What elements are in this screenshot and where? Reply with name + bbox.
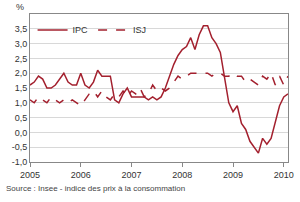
svg-text:-0,5: -0,5 [12,142,28,152]
svg-text:-1,0: -1,0 [12,157,28,167]
svg-text:ISJ: ISJ [133,25,146,35]
svg-text:1,0: 1,0 [15,98,28,108]
svg-text:2006: 2006 [71,170,91,180]
svg-text:2010: 2010 [274,170,294,180]
svg-text:1,5: 1,5 [15,83,28,93]
svg-text:0,0: 0,0 [15,128,28,138]
svg-text:2008: 2008 [172,170,192,180]
svg-text:0,5: 0,5 [15,113,28,123]
svg-text:2,0: 2,0 [15,68,28,78]
svg-text:2009: 2009 [223,170,243,180]
svg-text:Source : Insee - indice des pr: Source : Insee - indice des prix à la co… [6,184,185,193]
svg-text:3,5: 3,5 [15,24,28,34]
svg-text:2007: 2007 [121,170,141,180]
svg-text:2,5: 2,5 [15,54,28,64]
svg-text:%: % [16,2,24,12]
svg-text:IPC: IPC [73,25,89,35]
svg-text:3,0: 3,0 [15,39,28,49]
svg-text:2005: 2005 [20,170,40,180]
